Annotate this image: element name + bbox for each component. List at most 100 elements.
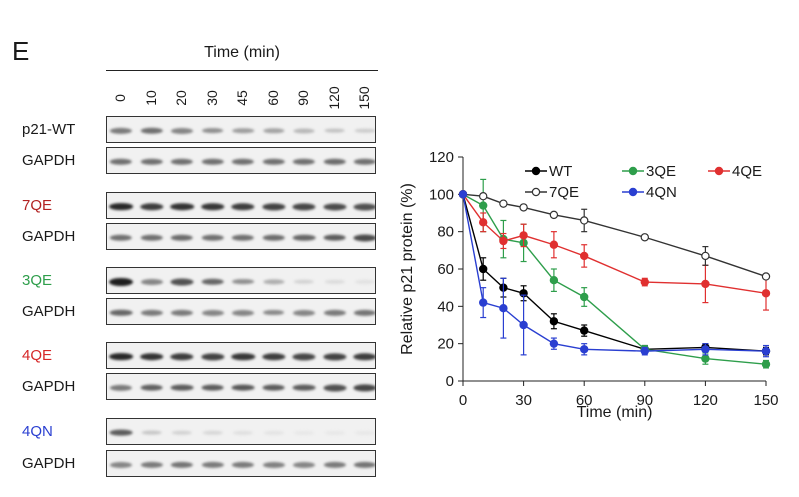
- time-tick-10: 10: [142, 90, 159, 106]
- data-point-4qe: [761, 289, 771, 298]
- legend-label-7qe: 7QE: [549, 184, 579, 201]
- y-tick-label: 80: [437, 224, 454, 241]
- blot-band: [170, 309, 194, 316]
- data-point-4qn: [761, 346, 771, 356]
- time-axis-title: Time (min): [204, 44, 280, 61]
- blot-band: [231, 158, 255, 165]
- data-point-7qe: [761, 272, 771, 281]
- blot-band: [202, 430, 223, 435]
- blot-strip-p21-wt: [106, 116, 376, 143]
- blot-band: [140, 158, 163, 165]
- x-tick-label: 60: [576, 392, 593, 409]
- blot-band: [353, 383, 375, 392]
- blot-band: [231, 461, 255, 468]
- blot-band: [140, 309, 163, 316]
- data-point-4qn: [640, 346, 649, 356]
- blot-band: [323, 309, 346, 316]
- data-point-7qe: [478, 192, 488, 201]
- blot-band: [353, 309, 375, 316]
- data-point-4qn: [579, 345, 589, 354]
- blot-band: [262, 234, 285, 241]
- blot-band: [293, 309, 315, 316]
- blot-strip-gapdh: [106, 450, 376, 477]
- blot-band: [170, 384, 194, 391]
- data-point-3qe: [761, 359, 771, 369]
- blot-band: [232, 278, 254, 285]
- blot-band: [232, 127, 254, 134]
- blot-band: [324, 279, 345, 284]
- time-tick-60: 60: [264, 90, 281, 106]
- blot-band: [353, 203, 375, 210]
- blot-band: [231, 384, 255, 391]
- blot-label-7qe: 7QE: [22, 197, 53, 214]
- blot-band: [324, 430, 345, 435]
- blot-band: [140, 234, 163, 241]
- blot-band: [293, 430, 315, 435]
- blot-band: [141, 430, 162, 435]
- data-point-4qn: [519, 320, 528, 330]
- blot-band: [354, 279, 375, 284]
- blot-strip-gapdh: [106, 223, 376, 250]
- time-tick-20: 20: [173, 90, 189, 106]
- blot-strip-3qe: [106, 267, 376, 294]
- blot-band: [232, 309, 254, 316]
- blot-band: [139, 202, 164, 211]
- blot-band: [293, 461, 315, 468]
- blot-band: [293, 279, 315, 284]
- blot-label-gapdh: GAPDH: [22, 455, 76, 472]
- series-line-7qe: [462, 193, 767, 278]
- legend-marker-3qe: [628, 166, 638, 176]
- blot-band: [201, 127, 224, 134]
- x-tick-label: 90: [636, 392, 653, 409]
- data-point-4qe: [478, 218, 488, 227]
- blot-band: [109, 429, 133, 436]
- blot-label-3qe: 3QE: [22, 272, 53, 289]
- data-point-4qn: [458, 190, 468, 199]
- time-tick-30: 30: [203, 90, 220, 106]
- blot-band: [262, 461, 285, 468]
- blot-band: [261, 202, 286, 211]
- blot-band: [293, 128, 315, 133]
- data-point-3qe: [549, 275, 559, 285]
- blot-band: [262, 384, 285, 391]
- blot-band: [323, 158, 346, 165]
- data-point-7qe: [579, 216, 589, 225]
- blot-band: [140, 127, 163, 134]
- blot-band: [170, 352, 194, 361]
- blot-band: [139, 352, 164, 361]
- blot-band: [170, 234, 194, 241]
- blot-band: [353, 158, 375, 165]
- blot-band: [140, 384, 163, 391]
- data-point-4qe: [701, 279, 710, 289]
- data-point-4qe: [499, 236, 508, 246]
- blot-label-gapdh: GAPDH: [22, 303, 76, 320]
- blot-band: [109, 127, 133, 134]
- series-line-4qn: [462, 194, 767, 352]
- blot-band: [201, 309, 224, 316]
- data-point-7qe: [499, 199, 508, 208]
- y-tick-label: 100: [429, 186, 454, 203]
- legend-marker-4qn: [628, 187, 638, 197]
- blot-band: [262, 158, 285, 165]
- blot-label-p21-wt: p21-WT: [22, 121, 76, 138]
- blot-band: [353, 233, 375, 242]
- blot-band: [171, 430, 193, 435]
- blot-strip-4qe: [106, 342, 376, 369]
- blot-band: [261, 352, 286, 361]
- data-point-7qe: [640, 233, 649, 242]
- x-tick-label: 30: [515, 392, 532, 409]
- y-tick-label: 40: [437, 298, 454, 315]
- blot-band: [262, 127, 285, 134]
- y-tick-label: 120: [429, 149, 454, 166]
- data-point-3qe: [579, 292, 589, 302]
- blot-band: [200, 202, 225, 211]
- blot-band: [171, 127, 193, 134]
- blot-band: [201, 158, 224, 165]
- blot-band: [109, 352, 133, 361]
- p21-degradation-chart: 0 20 40 60 80 100 120 0 30 60 90 120 150 Time (min) Re…: [399, 149, 779, 421]
- blot-band: [109, 234, 133, 241]
- panel-letter: E: [12, 36, 30, 66]
- blot-label-4qn: 4QN: [22, 423, 53, 440]
- blot-band: [324, 128, 345, 133]
- x-tick-label: 0: [459, 392, 467, 409]
